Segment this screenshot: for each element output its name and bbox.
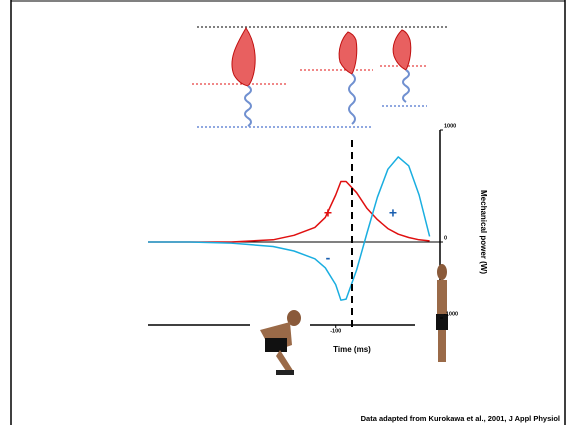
y-tick-label: 0 bbox=[444, 235, 447, 241]
figure bbox=[265, 338, 287, 352]
source-note: Data adapted from Kurokawa et al., 2001,… bbox=[361, 414, 560, 423]
y-tick-label: 1000 bbox=[444, 123, 456, 129]
slide: Time (ms) Mechanical power (W) + + - Dat… bbox=[0, 0, 575, 425]
x-tick-label: -100 bbox=[330, 328, 341, 334]
annotation: + bbox=[389, 205, 397, 221]
figure bbox=[438, 330, 446, 362]
y-tick-label: -1000 bbox=[444, 311, 458, 317]
annotation: + bbox=[324, 205, 332, 221]
figure bbox=[276, 370, 294, 375]
annotation: - bbox=[326, 250, 331, 266]
x-axis-label: Time (ms) bbox=[333, 345, 371, 354]
y-axis-label: Mechanical power (W) bbox=[479, 190, 488, 274]
figure bbox=[437, 264, 447, 280]
